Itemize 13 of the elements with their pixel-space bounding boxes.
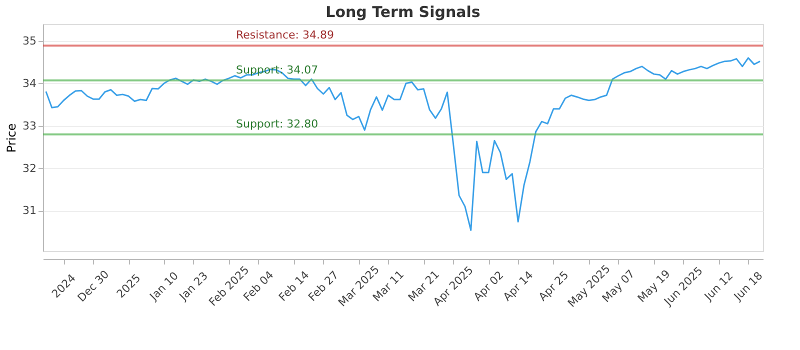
x-tick-label: Jan 10: [146, 269, 181, 304]
y-tick-label: 31: [22, 204, 36, 218]
y-tick-label: 34: [22, 76, 36, 90]
ref-line-label: Support: 32.80: [236, 117, 318, 130]
y-tick-label: 32: [22, 162, 36, 175]
ref-line-label: Resistance: 34.89: [236, 28, 334, 42]
y-axis-title: Price: [4, 123, 19, 153]
y-tick-label: 35: [22, 34, 36, 48]
line-series: [45, 57, 761, 231]
chart-title: Long Term Signals: [326, 3, 480, 21]
y-tick-label: 33: [22, 119, 36, 132]
x-tick-label: Dec 30: [75, 268, 112, 304]
ref-line-label: Support: 34.07: [236, 63, 318, 76]
